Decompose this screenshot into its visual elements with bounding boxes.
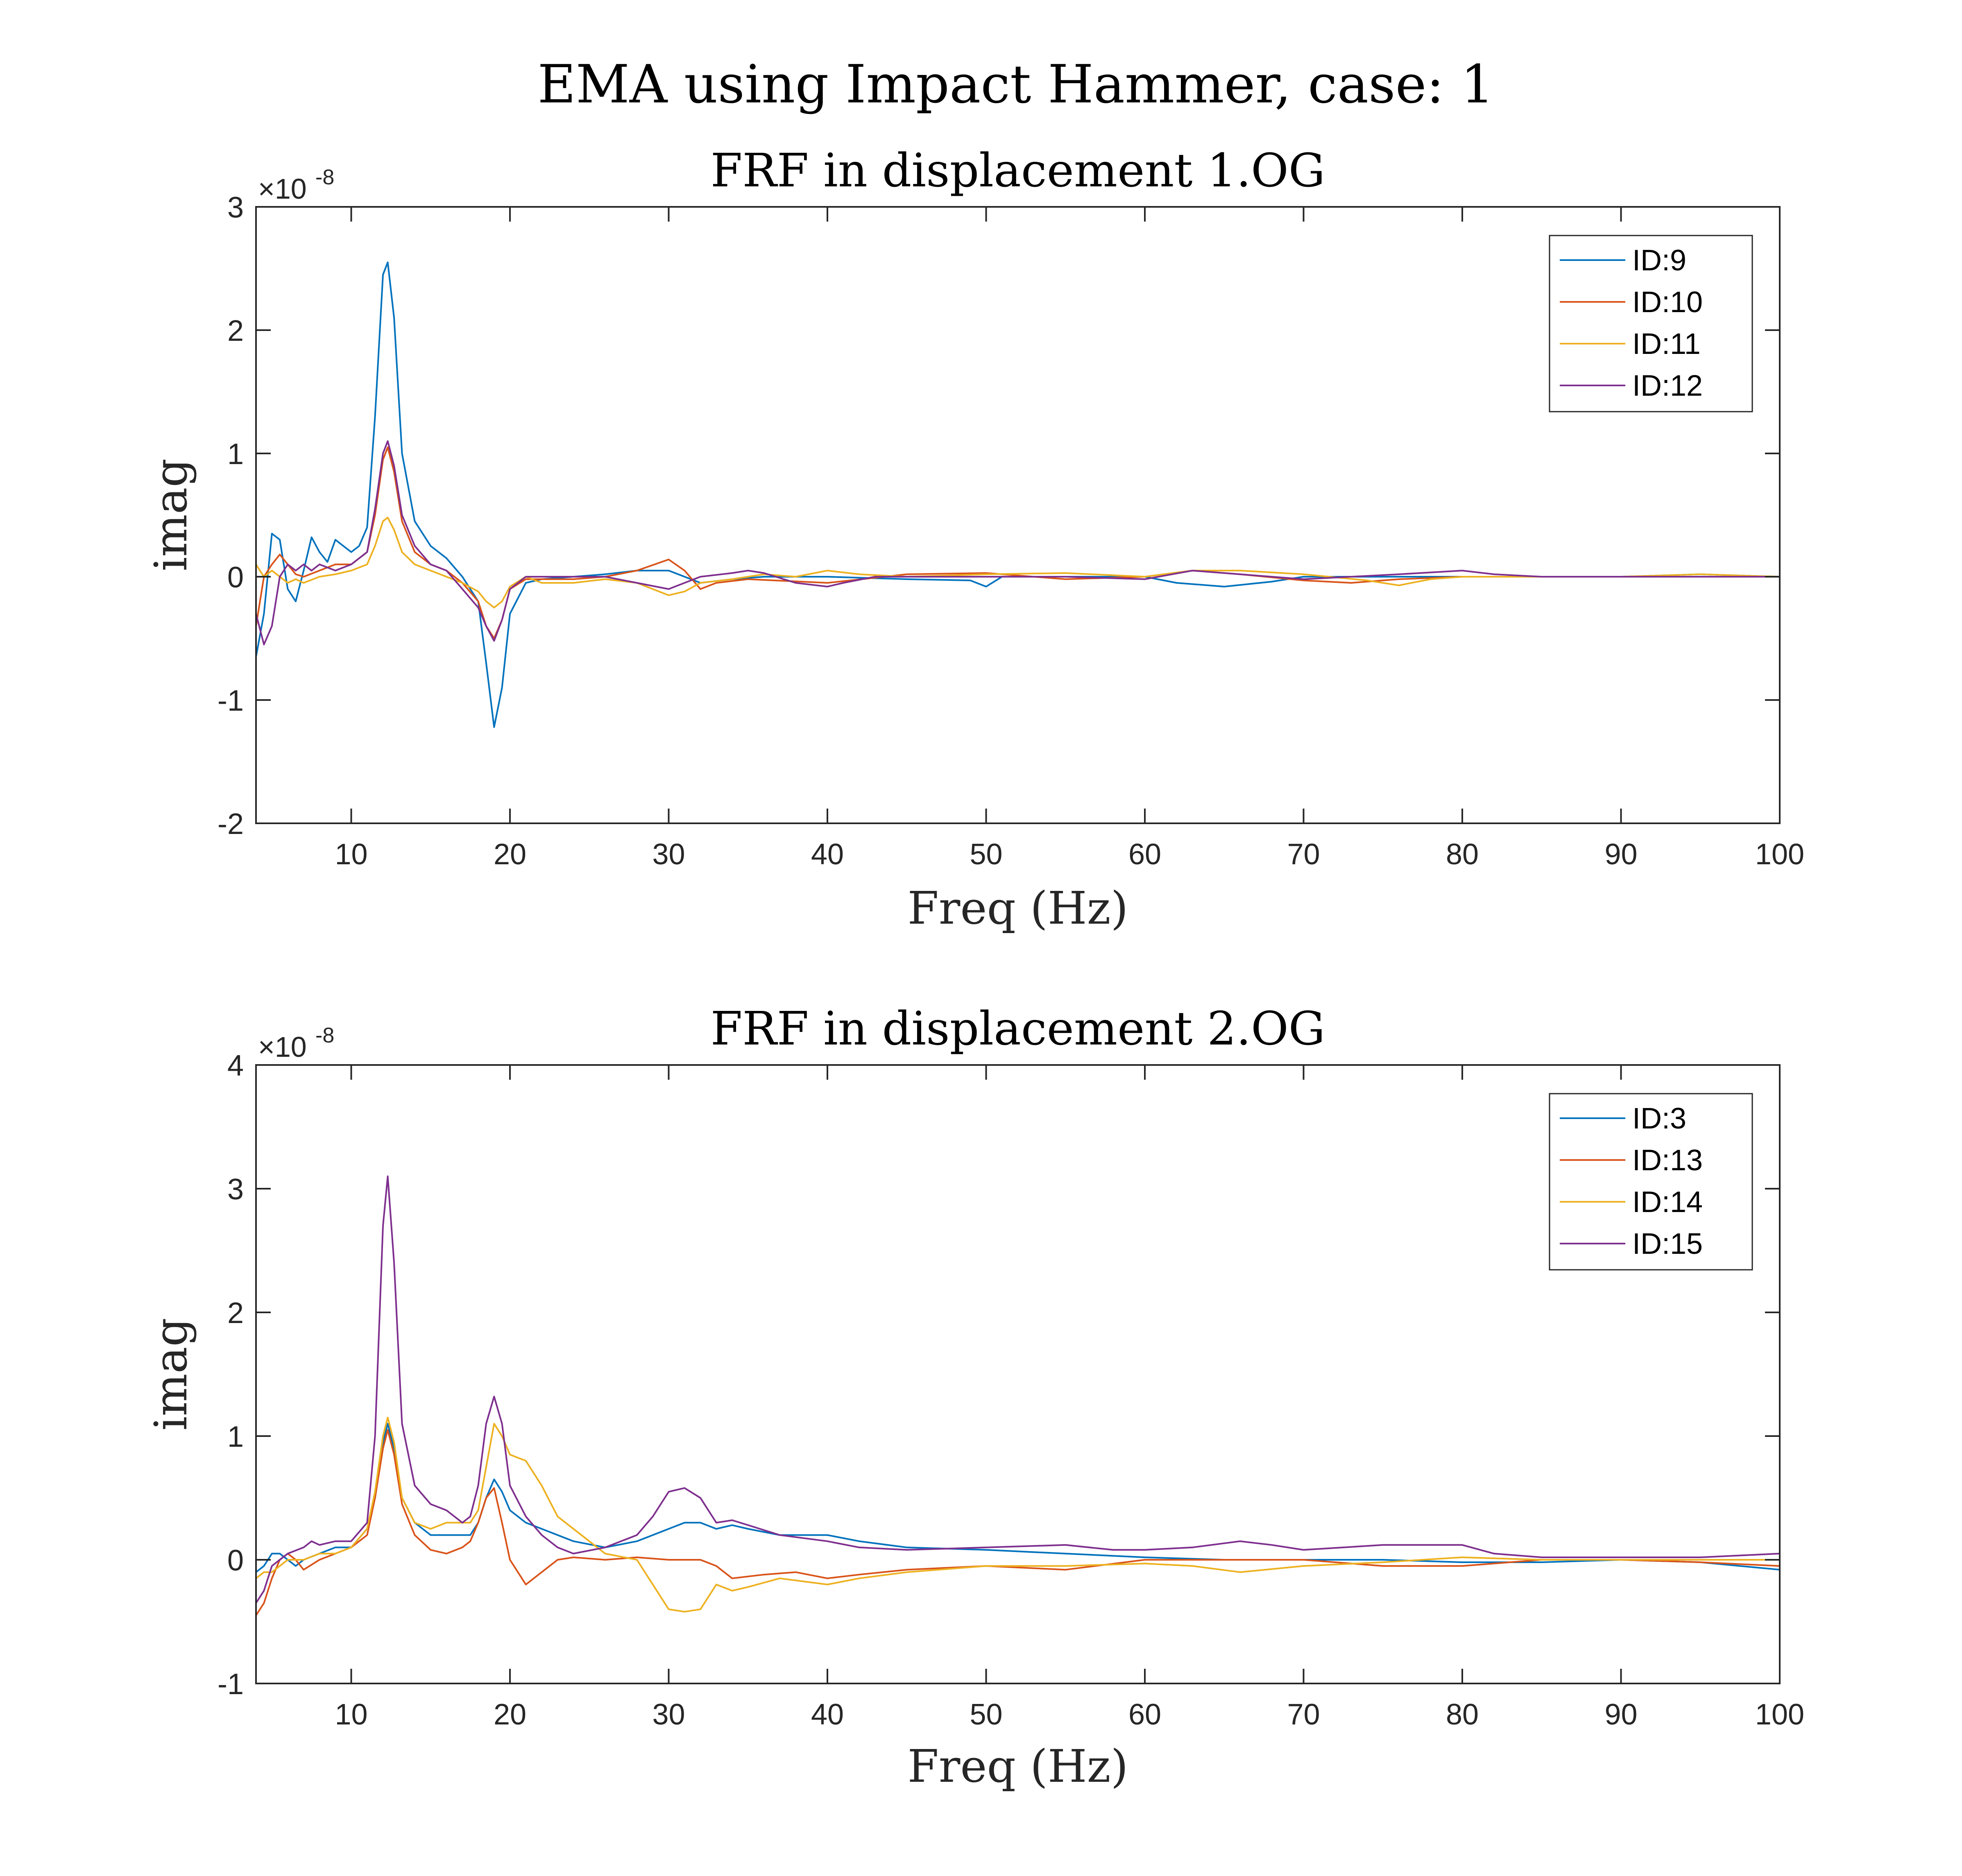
exponent-power: -8 xyxy=(315,165,334,189)
axes-box xyxy=(255,1064,1781,1684)
legend-label: ID:10 xyxy=(1632,286,1703,319)
x-tick-label: 50 xyxy=(970,838,1002,871)
x-tick-label: 70 xyxy=(1287,838,1320,871)
axes-background xyxy=(256,1065,1780,1683)
series-layer xyxy=(255,261,1780,728)
y-tick-label: -1 xyxy=(217,684,244,717)
x-tick-label: 100 xyxy=(1755,1698,1804,1731)
x-tick-label: 80 xyxy=(1446,1698,1479,1731)
y-tick-label: -1 xyxy=(217,1668,244,1701)
subplot-bottom: FRF in displacement 2.OG 10 20 30 40 50 60 70 8… xyxy=(145,1002,1804,1792)
exponent-base: ×10 xyxy=(258,1031,307,1063)
x-tick-label: 90 xyxy=(1604,838,1637,871)
legend-label: ID:14 xyxy=(1632,1186,1703,1219)
x-tick-label: 20 xyxy=(494,838,526,871)
legend: ID:3 ID:13 ID:14 ID:15 xyxy=(1549,1093,1753,1271)
legend-entry-id10: ID:10 xyxy=(1560,286,1703,319)
y-tick-label: 1 xyxy=(227,438,244,471)
tick-layer: 10 20 30 40 50 60 70 80 90 100 -2 -1 0 1 2 3 xyxy=(217,191,1804,871)
series-line-id15 xyxy=(255,1175,1780,1604)
legend-entry-id3: ID:3 xyxy=(1560,1102,1686,1135)
y-tick-label: 2 xyxy=(227,315,244,347)
x-tick-label: 60 xyxy=(1128,1698,1161,1731)
x-tick-label: 100 xyxy=(1755,838,1804,871)
exponent-power: -8 xyxy=(315,1024,334,1047)
x-tick-label: 40 xyxy=(811,838,844,871)
y-tick-label: 3 xyxy=(227,191,244,224)
x-tick-label: 10 xyxy=(335,1698,367,1731)
legend-label: ID:3 xyxy=(1632,1102,1686,1135)
y-tick-label: 3 xyxy=(227,1173,244,1206)
legend-label: ID:15 xyxy=(1632,1228,1703,1260)
y-tick-label: -2 xyxy=(217,808,244,841)
y-tick-label: 0 xyxy=(227,561,244,594)
series-line-id14 xyxy=(255,1416,1780,1613)
legend-entry-id15: ID:15 xyxy=(1560,1228,1703,1260)
x-tick-label: 20 xyxy=(494,1698,526,1731)
series-layer xyxy=(255,1175,1780,1616)
tick-layer: 10 20 30 40 50 60 70 80 90 100 -1 0 1 2 3 4 xyxy=(217,1049,1804,1731)
x-axis-label: Freq (Hz) xyxy=(907,882,1128,934)
legend-box xyxy=(1549,235,1753,412)
series-line-id11 xyxy=(255,517,1780,609)
subplot-top: FRF in displacement 1.OG 10 20 30 40 50 60 70 8… xyxy=(145,144,1804,934)
x-tick-label: 10 xyxy=(335,838,367,871)
x-tick-label: 70 xyxy=(1287,1698,1320,1731)
figure-title: EMA using Impact Hammer, case: 1 xyxy=(537,54,1494,115)
x-tick-label: 50 xyxy=(970,1698,1002,1731)
y-tick-label: 2 xyxy=(227,1297,244,1330)
x-tick-label: 40 xyxy=(811,1698,844,1731)
y-axis-label: imag xyxy=(145,458,197,571)
axes-background xyxy=(256,207,1780,823)
x-tick-label: 60 xyxy=(1128,838,1161,871)
y-tick-label: 4 xyxy=(227,1049,244,1082)
legend-box xyxy=(1549,1093,1753,1271)
series-line-id3 xyxy=(255,1423,1780,1573)
x-tick-label: 30 xyxy=(652,1698,685,1731)
x-axis-label: Freq (Hz) xyxy=(907,1740,1128,1792)
legend-entry-id11: ID:11 xyxy=(1560,328,1701,360)
legend-entry-id14: ID:14 xyxy=(1560,1186,1703,1219)
y-axis-label: imag xyxy=(145,1318,197,1430)
x-tick-label: 90 xyxy=(1604,1698,1637,1731)
exponent-base: ×10 xyxy=(258,173,307,205)
legend-entry-id13: ID:13 xyxy=(1560,1144,1703,1177)
x-tick-label: 80 xyxy=(1446,838,1479,871)
y-tick-label: 1 xyxy=(227,1421,244,1453)
series-line-id12 xyxy=(255,440,1780,646)
series-line-id9 xyxy=(255,261,1780,728)
plot-title: FRF in displacement 2.OG xyxy=(711,1002,1325,1056)
legend-label: ID:9 xyxy=(1632,244,1686,277)
plot-title: FRF in displacement 1.OG xyxy=(711,144,1325,197)
legend: ID:9 ID:10 ID:11 ID:12 xyxy=(1549,235,1753,412)
legend-label: ID:12 xyxy=(1632,369,1703,402)
x-tick-label: 30 xyxy=(652,838,685,871)
legend-label: ID:11 xyxy=(1632,328,1701,360)
legend-label: ID:13 xyxy=(1632,1144,1703,1177)
axes-box xyxy=(255,206,1781,824)
legend-entry-id12: ID:12 xyxy=(1560,369,1703,402)
legend-entry-id9: ID:9 xyxy=(1560,244,1686,277)
y-tick-label: 0 xyxy=(227,1544,244,1577)
